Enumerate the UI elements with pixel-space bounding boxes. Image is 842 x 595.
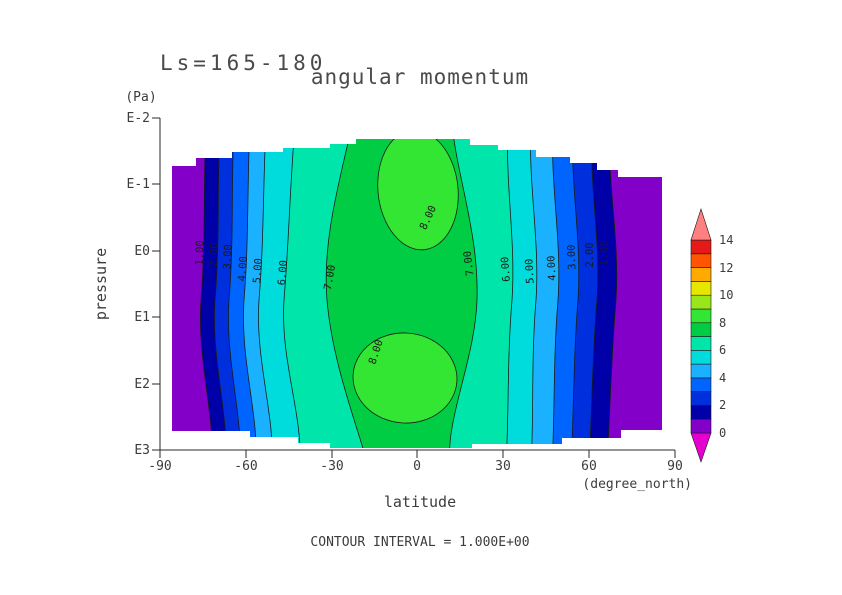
y-tick-label: E1 — [134, 310, 150, 325]
colorbar-tick-label: 14 — [719, 233, 733, 247]
x-axis-unit: (degree_north) — [582, 477, 692, 492]
x-tick-label: -30 — [320, 459, 343, 474]
contour-label: 5.00 — [523, 258, 536, 284]
colorbar-segment — [690, 253, 712, 268]
colorbar-segment — [690, 239, 712, 255]
colorbar-segment — [690, 267, 712, 282]
figure-subtitle: Ls=165-180 — [160, 51, 326, 75]
axes: E-2 E-1 E0 E1 E2 E3 -90 -60 -30 0 30 60 … — [127, 111, 683, 474]
contour-blob-8-upper — [377, 139, 459, 251]
y-tick-label: E-1 — [127, 177, 150, 192]
contour-label: 6.00 — [276, 260, 290, 286]
y-tick-label: E0 — [134, 244, 150, 259]
x-tick-label: -60 — [234, 459, 257, 474]
colorbar-tick-label: 4 — [719, 371, 726, 385]
contour-label: 4.00 — [236, 256, 250, 282]
contour-label: 3.00 — [221, 244, 234, 270]
x-tick-label: 60 — [581, 459, 597, 474]
y-tick-label: E-2 — [127, 111, 150, 126]
contour-label: 3.00 — [566, 244, 579, 270]
colorbar-tick-label: 6 — [719, 343, 726, 357]
colorbar-over-arrow — [690, 208, 712, 241]
colorbar-tick-label: 10 — [719, 288, 733, 302]
colorbar-segment — [690, 294, 712, 310]
contour-label: 7.00 — [322, 264, 338, 291]
contour-label: 5.00 — [251, 258, 265, 284]
colorbar-segment — [690, 391, 712, 406]
colorbar-segment — [690, 308, 712, 324]
contour-label: 1.00 — [194, 240, 207, 266]
contour-label: 6.00 — [499, 256, 513, 282]
colorbar-tick-label: 0 — [719, 426, 726, 440]
colorbar-under-arrow — [690, 432, 712, 463]
y-tick-label: E2 — [134, 377, 150, 392]
x-tick-label: 90 — [667, 459, 683, 474]
colorbar-segment — [690, 281, 712, 296]
contour-field — [172, 139, 662, 448]
contour-label: 2.00 — [208, 242, 221, 268]
contour-line-labels: 1.00 2.00 3.00 4.00 5.00 6.00 7.00 8.00 … — [194, 204, 612, 366]
colorbar-segment — [690, 418, 712, 434]
figure-title: angular momentum — [311, 65, 529, 89]
colorbar-tick-label: 12 — [719, 261, 733, 275]
colorbar-tick-label: 8 — [719, 316, 726, 330]
y-axis-unit: (Pa) — [125, 90, 156, 105]
colorbar-segment — [690, 336, 712, 351]
colorbar: 0 2 4 6 8 10 12 14 — [690, 208, 733, 463]
x-tick-label: -90 — [148, 459, 171, 474]
colorbar-segment — [690, 349, 712, 365]
contour-label: 2.00 — [584, 242, 596, 267]
y-axis-label: pressure — [92, 248, 110, 320]
contour-label: 1.00 — [599, 240, 611, 266]
contour-label: 7.00 — [462, 250, 477, 277]
colorbar-segment — [690, 377, 712, 392]
y-tick-label: E3 — [134, 443, 150, 458]
contour-label: 4.00 — [545, 255, 558, 281]
x-axis-label: latitude — [384, 493, 456, 511]
colorbar-segment — [690, 405, 712, 420]
contour-blob-8-lower — [352, 332, 458, 424]
colorbar-segment — [690, 363, 712, 379]
colorbar-segment — [690, 322, 712, 337]
x-tick-label: 0 — [413, 459, 421, 474]
colorbar-tick-label: 2 — [719, 398, 726, 412]
x-tick-label: 30 — [495, 459, 511, 474]
contour-interval-note: CONTOUR INTERVAL = 1.000E+00 — [310, 535, 529, 550]
